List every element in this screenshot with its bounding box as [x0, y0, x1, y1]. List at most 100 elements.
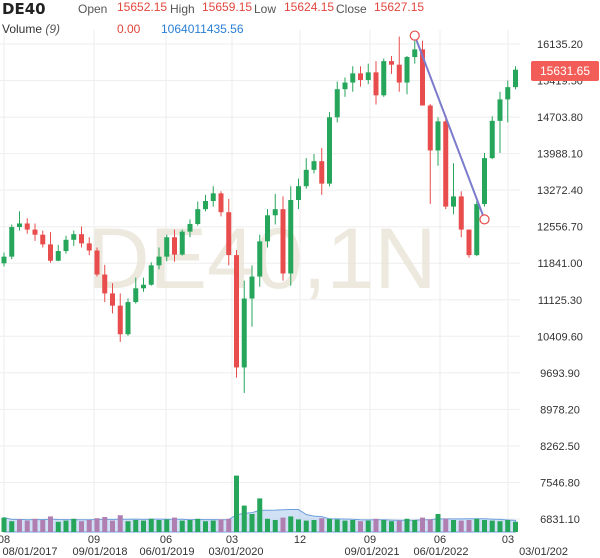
time-tick-label: 09/01/2021: [344, 546, 399, 558]
volume-bar: [272, 520, 278, 532]
volume-bar: [24, 520, 30, 532]
price-tick-label: 10409.60: [537, 331, 583, 343]
volume-bar: [156, 520, 162, 532]
candle-body: [497, 99, 503, 121]
volume-bar: [141, 520, 146, 532]
volume-bar: [17, 519, 22, 532]
volume-bar: [482, 520, 487, 532]
price-tick-label: 14703.80: [537, 112, 583, 124]
volume-bar: [102, 517, 108, 532]
price-tick-label: 12556.70: [537, 222, 583, 234]
candle-body: [327, 117, 332, 184]
candle-body: [195, 209, 201, 224]
time-tick-label: 09/01/2018: [72, 546, 127, 558]
candle-body: [24, 223, 30, 230]
candle-body: [218, 193, 224, 213]
volume-bar: [195, 518, 201, 532]
time-tick-label: 08: [0, 534, 10, 546]
candle-body: [311, 161, 317, 170]
candle-body: [79, 234, 84, 244]
volume-bar: [249, 514, 255, 532]
symbol-label[interactable]: DE40: [2, 0, 46, 18]
volume-bar: [296, 519, 301, 532]
volume-bar: [218, 519, 224, 532]
volume-bar: [404, 518, 410, 532]
volume-bar: [451, 520, 456, 532]
volume-bar: [86, 520, 92, 532]
volume-bar: [288, 516, 294, 532]
volume-bar: [505, 520, 511, 532]
volume-period: (9): [45, 22, 61, 36]
volume-bar: [32, 518, 38, 532]
volume-bar: [365, 520, 371, 532]
low-value: 15624.15: [284, 0, 335, 14]
volume-bar: [489, 520, 495, 532]
candle-body: [1, 256, 7, 264]
candle-body: [296, 186, 301, 200]
candle-body: [71, 234, 77, 240]
candle-body: [203, 200, 208, 210]
price-axis: 16135.2015419.5014703.8013988.1013272.40…: [537, 39, 583, 526]
volume-bar: [1, 517, 7, 532]
candle-body: [396, 64, 402, 83]
volume-bar: [350, 520, 356, 532]
price-tick-label: 9693.90: [540, 368, 580, 380]
volume-bar: [187, 520, 193, 532]
candle-body: [32, 229, 38, 235]
volume-bar: [117, 515, 123, 532]
candle-body: [474, 204, 480, 256]
price-tick-label: 6831.10: [540, 514, 580, 526]
candle-body: [148, 265, 154, 285]
volume-bar: [203, 521, 208, 532]
candlesticks: [1, 36, 518, 393]
candle-body: [435, 121, 441, 151]
trendline: [413, 35, 486, 220]
candle-body: [125, 302, 131, 335]
trendline-handle-end: [479, 214, 490, 225]
volume-bar: [9, 521, 15, 532]
candle-body: [265, 215, 270, 242]
candle-body: [40, 234, 46, 245]
low-label: Low: [254, 2, 277, 16]
open-label: Open: [78, 2, 108, 16]
close-value: 15627.15: [374, 0, 425, 14]
candle-body: [404, 57, 410, 83]
candle-body: [86, 243, 92, 251]
candle-body: [257, 241, 263, 277]
candle-body: [234, 255, 239, 368]
volume-bars: [1, 475, 518, 532]
candle-body: [303, 169, 309, 187]
candle-body: [451, 196, 456, 207]
volume-bar: [327, 518, 332, 532]
candle-body: [210, 193, 216, 201]
candle-body: [226, 212, 232, 256]
candle-body: [288, 199, 294, 274]
high-label: High: [170, 2, 195, 16]
candle-body: [373, 72, 379, 96]
volume-bar: [265, 518, 270, 532]
candle-body: [513, 69, 518, 88]
price-tick-label: 16135.20: [537, 39, 583, 51]
candle-body: [102, 274, 108, 294]
time-tick-label: 06: [434, 534, 446, 546]
candle-body: [117, 305, 123, 335]
candle-body: [55, 251, 61, 261]
candle-body: [381, 61, 387, 96]
candle-body: [443, 121, 449, 207]
candle-body: [342, 82, 348, 90]
candle-body: [427, 105, 433, 151]
volume-bar: [241, 505, 247, 532]
volume-bar: [280, 517, 286, 532]
volume-bar: [63, 520, 69, 532]
volume-bar: [79, 521, 84, 532]
volume-bar: [311, 520, 317, 532]
volume-value: 0.00: [117, 22, 141, 36]
legend-bar: DE40 Open 15652.15 High 15659.15 Low 156…: [0, 0, 530, 40]
price-tick-label: 8262.50: [540, 441, 580, 453]
volume-bar: [381, 520, 387, 532]
candle-body: [505, 87, 511, 100]
price-tick-label: 11125.30: [538, 295, 582, 307]
volume-bar: [110, 520, 115, 532]
volume-bar: [474, 518, 480, 532]
